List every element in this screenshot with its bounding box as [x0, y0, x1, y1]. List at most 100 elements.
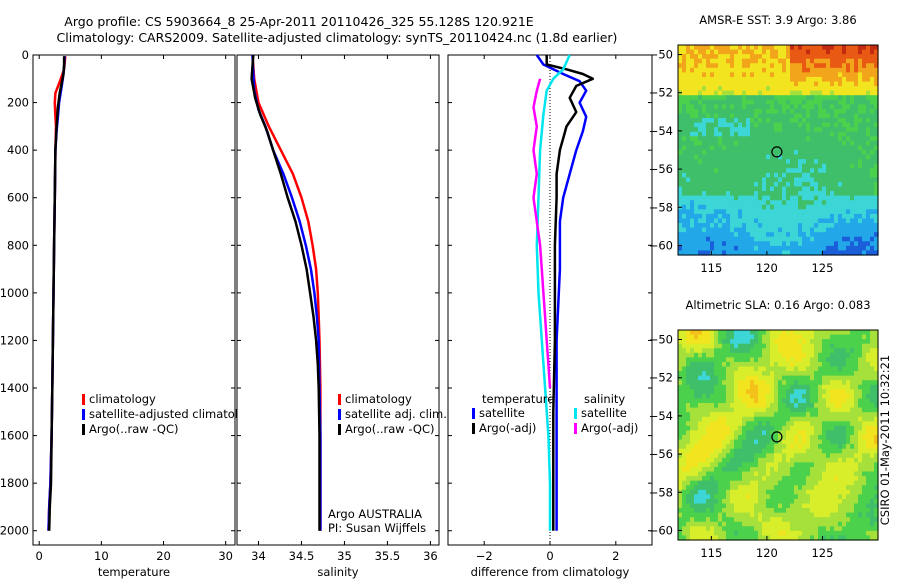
heatmap-cell	[842, 480, 847, 486]
heatmap-cell	[822, 398, 827, 404]
heatmap-cell	[802, 159, 807, 165]
heatmap-cell	[818, 195, 823, 201]
heatmap-cell	[738, 498, 743, 505]
heatmap-cell	[778, 535, 783, 541]
heatmap-cell	[738, 209, 743, 215]
heatmap-cell	[786, 448, 791, 454]
heatmap-cell	[822, 45, 827, 51]
heatmap-cell	[854, 526, 859, 532]
heatmap-cell	[822, 421, 827, 427]
heatmap-cell	[678, 241, 683, 247]
heatmap-cell	[862, 435, 867, 441]
heatmap-cell	[814, 95, 819, 101]
heatmap-cell	[850, 503, 855, 509]
heatmap-cell	[750, 334, 755, 340]
heatmap-cell	[746, 480, 751, 486]
heatmap-cell	[790, 416, 795, 422]
heatmap-cell	[806, 508, 811, 514]
heatmap-cell	[682, 389, 687, 395]
heatmap-cell	[850, 421, 855, 427]
heatmap-cell	[718, 67, 723, 73]
heatmap-cell	[750, 407, 755, 413]
heatmap-cell	[778, 122, 783, 128]
heatmap-cell	[826, 412, 831, 418]
heatmap-cell	[794, 380, 799, 386]
heatmap-cell	[702, 398, 707, 404]
heatmap-cell	[858, 49, 863, 55]
heatmap-cell	[750, 186, 755, 192]
heatmap-cell	[678, 393, 683, 400]
heatmap-cell	[814, 371, 819, 377]
heatmap-cell	[750, 108, 755, 115]
heatmap-cell	[798, 357, 803, 363]
heatmap-cell	[746, 159, 751, 165]
heatmap-cell	[678, 72, 683, 78]
heatmap-cell	[734, 489, 739, 495]
heatmap-cell	[726, 227, 731, 233]
heatmap-cell	[834, 530, 839, 537]
heatmap-cell	[686, 512, 691, 518]
heatmap-cell	[846, 530, 851, 537]
heatmap-cell	[806, 517, 811, 523]
heatmap-cell	[702, 186, 707, 192]
heatmap-cell	[862, 517, 867, 523]
heatmap-cell	[722, 172, 727, 178]
heatmap-cell	[690, 380, 695, 386]
heatmap-cells	[678, 45, 879, 256]
heatmap-cell	[774, 384, 779, 390]
heatmap-cell	[694, 159, 699, 165]
heatmap-cell	[730, 448, 735, 454]
heatmap-cell	[710, 195, 715, 201]
heatmap-cell	[782, 104, 787, 110]
heatmap-cell	[782, 508, 787, 514]
heatmap-cell	[810, 150, 815, 156]
heatmap-cell	[750, 466, 755, 473]
heatmap-cell	[830, 457, 835, 463]
heatmap-cell	[842, 412, 847, 418]
heatmap-cell	[862, 480, 867, 486]
heatmap-cell	[870, 191, 875, 197]
heatmap-cell	[846, 508, 851, 514]
heatmap-cell	[810, 223, 815, 229]
heatmap-cell	[846, 223, 851, 229]
heatmap-cell	[726, 453, 731, 459]
map-x-tick-label: 120	[756, 546, 778, 560]
heatmap-cell	[866, 393, 871, 400]
heatmap-cell	[730, 466, 735, 473]
heatmap-cell	[822, 241, 827, 247]
heatmap-cell	[842, 118, 847, 124]
heatmap-cell	[782, 241, 787, 247]
heatmap-cell	[814, 209, 819, 215]
heatmap-cell	[818, 393, 823, 400]
heatmap-cell	[682, 485, 687, 491]
heatmap-cell	[834, 380, 839, 386]
heatmap-cell	[726, 63, 731, 69]
heatmap-cell	[778, 343, 783, 349]
heatmap-cell	[822, 530, 827, 537]
heatmap-cell	[790, 393, 795, 400]
heatmap-cell	[718, 127, 723, 133]
heatmap-cell	[758, 430, 763, 436]
heatmap-cell	[746, 439, 751, 445]
heatmap-cell	[862, 375, 867, 381]
heatmap-cell	[766, 462, 771, 468]
heatmap-cell	[842, 439, 847, 445]
heatmap-cell	[794, 393, 799, 400]
heatmap-cell	[830, 72, 835, 78]
heatmap-cell	[742, 245, 747, 252]
heatmap-cell	[686, 191, 691, 197]
heatmap-cell	[726, 498, 731, 505]
heatmap-cell	[846, 517, 851, 523]
heatmap-cell	[690, 200, 695, 206]
heatmap-cell	[762, 136, 767, 142]
heatmap-cell	[714, 181, 719, 188]
heatmap-cell	[850, 241, 855, 247]
heatmap-cell	[814, 489, 819, 495]
heatmap-cell	[854, 512, 859, 518]
heatmap-cell	[854, 407, 859, 413]
heatmap-cell	[794, 191, 799, 197]
heatmap-cell	[870, 453, 875, 459]
heatmap-cell	[706, 530, 711, 537]
heatmap-cell	[862, 380, 867, 386]
heatmap-cell	[678, 227, 683, 233]
